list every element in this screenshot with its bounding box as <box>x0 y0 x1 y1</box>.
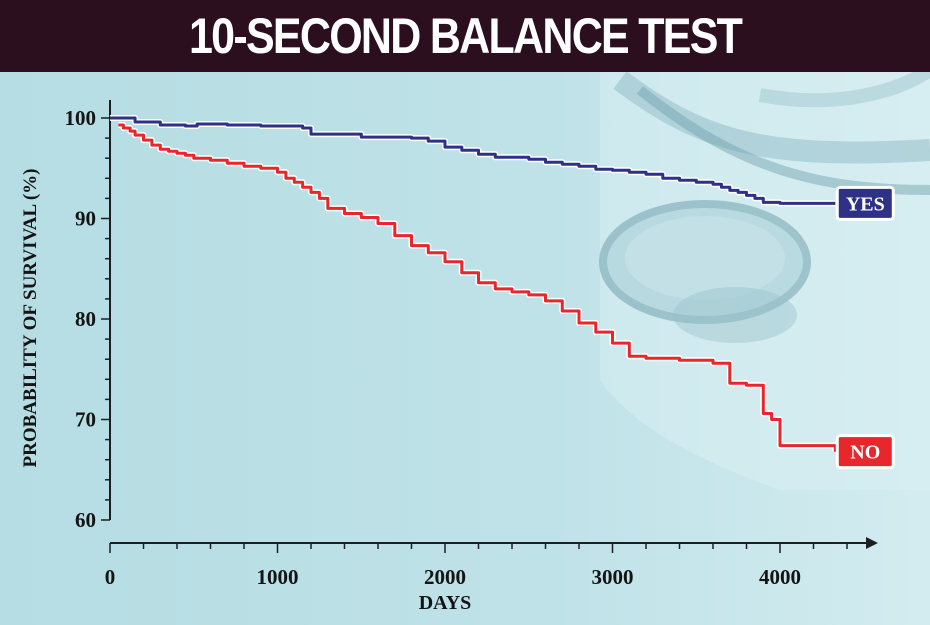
series-yes-line <box>110 116 836 205</box>
title-bar: 10-SECOND BALANCE TEST <box>0 0 930 72</box>
chart-title: 10-SECOND BALANCE TEST <box>188 8 743 64</box>
legend-no-label: NO <box>850 442 880 464</box>
y-tick-label: 60 <box>75 508 96 532</box>
x-axis-arrow <box>866 537 878 549</box>
x-tick-label: 4000 <box>759 565 801 589</box>
x-axis-label: DAYS <box>419 592 472 614</box>
series-no-halo <box>118 122 839 452</box>
y-tick-label: 100 <box>65 106 97 130</box>
x-tick-label: 1000 <box>257 565 299 589</box>
legend-yes-label: YES <box>846 193 885 215</box>
x-tick-label: 3000 <box>592 565 634 589</box>
y-tick-label: 90 <box>75 207 96 231</box>
legend-yes-box <box>835 185 895 221</box>
y-axis-label: PROBABILITY OF SURVIVAL (%) <box>20 169 41 468</box>
y-tick-label: 70 <box>75 408 96 432</box>
x-tick-label: 2000 <box>424 565 466 589</box>
series-no-line <box>118 123 837 452</box>
x-tick-label: 0 <box>105 565 116 589</box>
legend-no-box <box>835 434 895 470</box>
y-tick-label: 80 <box>75 307 96 331</box>
